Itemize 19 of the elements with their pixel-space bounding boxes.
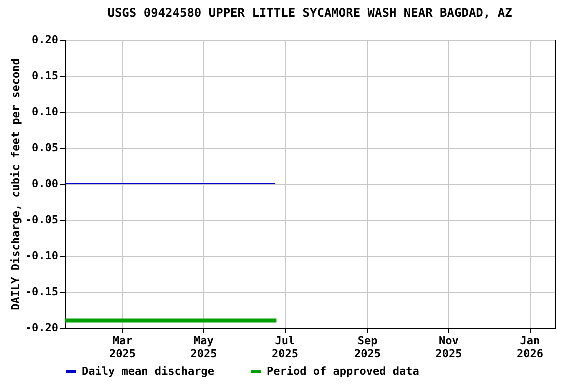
x-tick-label: Jul 2025 <box>272 334 298 360</box>
chart-title: USGS 09424580 UPPER LITTLE SYCAMORE WASH NEAR BAGDAD, AZ <box>108 6 512 20</box>
x-tick-label: Sep 2025 <box>354 334 382 360</box>
y-tick-label: 0.10 <box>32 106 58 118</box>
y-tick-label: -0.15 <box>25 286 58 298</box>
x-tick-label: May 2025 <box>190 334 218 360</box>
y-tick-label: 0.20 <box>32 34 58 46</box>
y-axis-title: DAILY Discharge, cubic feet per second <box>9 58 22 310</box>
y-tick-label: 0.15 <box>32 70 58 82</box>
y-tick-label: -0.20 <box>25 322 58 334</box>
x-tick-label: Nov 2025 <box>436 334 462 360</box>
legend-label: Period of approved data <box>267 364 420 378</box>
y-tick-label: 0.00 <box>32 178 58 190</box>
legend-label: Daily mean discharge <box>82 364 215 378</box>
y-tick-label: 0.05 <box>32 142 58 154</box>
x-tick-label: Mar 2025 <box>110 334 136 360</box>
x-tick-label: Jan 2026 <box>516 334 544 360</box>
y-tick-label: -0.10 <box>25 250 58 262</box>
y-tick-label: -0.05 <box>25 214 58 226</box>
